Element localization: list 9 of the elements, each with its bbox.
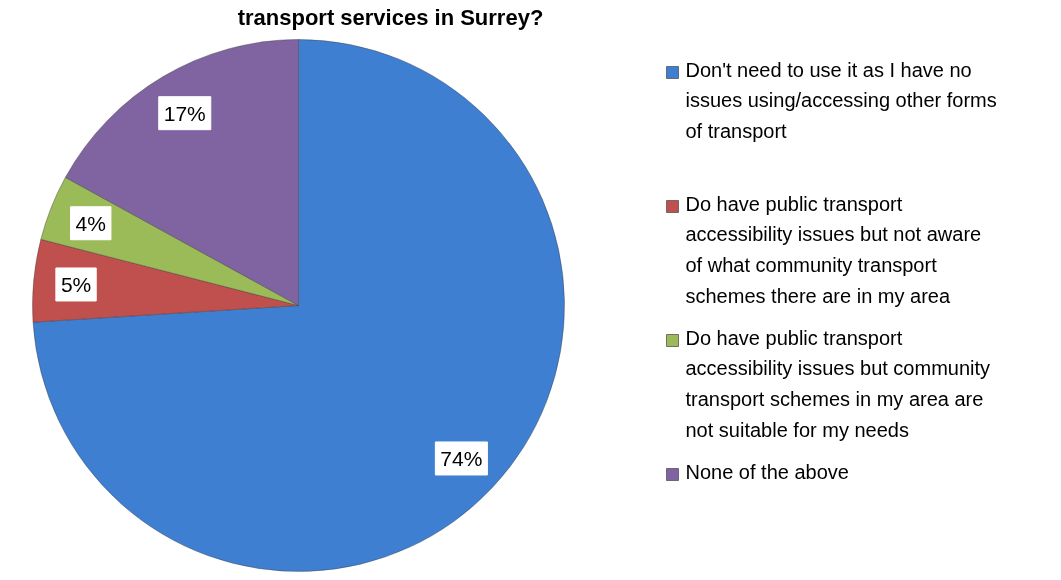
legend-label: Do have public transport accessibility issues but community transport schemes in my area are not suitable for my needs xyxy=(685,326,991,441)
data-label: 74% xyxy=(440,446,483,470)
legend-label: None of the above xyxy=(685,460,849,483)
chart-title: transport services in Surrey? xyxy=(237,5,544,30)
data-label: 4% xyxy=(75,211,106,235)
data-label: 17% xyxy=(163,101,206,125)
legend-label: Do have public transport accessibility issues but not aware of what community transport schemes there are in my area xyxy=(685,192,982,307)
data-label: 5% xyxy=(60,272,92,296)
legend-label: Don't need to use it as I have no issues using/accessing other forms of transport xyxy=(685,58,997,143)
